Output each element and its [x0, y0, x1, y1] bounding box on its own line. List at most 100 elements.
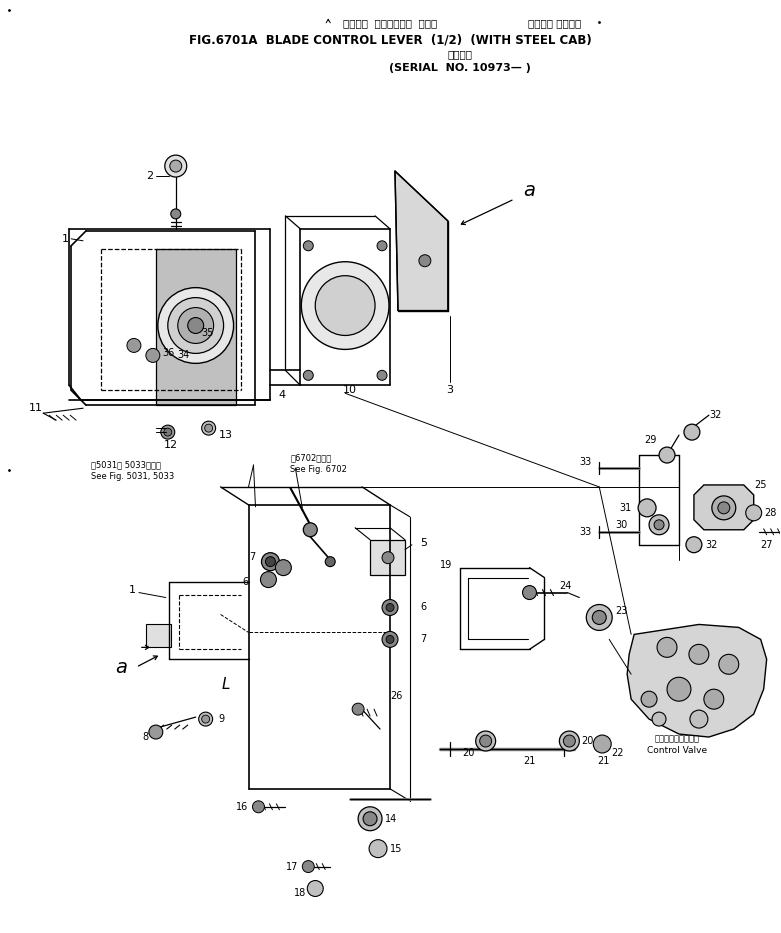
- Text: 35: 35: [201, 328, 214, 339]
- Circle shape: [164, 428, 172, 436]
- Text: a: a: [523, 182, 536, 201]
- Circle shape: [689, 645, 709, 664]
- Circle shape: [266, 557, 276, 566]
- Text: 9: 9: [219, 714, 225, 724]
- Circle shape: [352, 703, 364, 715]
- Circle shape: [302, 860, 314, 872]
- Circle shape: [168, 298, 223, 354]
- Circle shape: [659, 447, 675, 463]
- Text: FIG.6701A  BLADE CONTROL LEVER  (1/2)  (WITH STEEL CAB): FIG.6701A BLADE CONTROL LEVER (1/2) (WIT…: [189, 33, 591, 46]
- Text: 20: 20: [581, 736, 594, 746]
- Text: 6: 6: [242, 577, 248, 587]
- Text: ブレード  コントロール  レバー: ブレード コントロール レバー: [343, 19, 437, 29]
- Circle shape: [276, 560, 291, 576]
- Text: 27: 27: [761, 539, 773, 550]
- Text: 23: 23: [615, 606, 628, 617]
- Polygon shape: [156, 249, 236, 405]
- Text: 19: 19: [440, 560, 451, 570]
- Circle shape: [201, 421, 216, 435]
- Circle shape: [690, 710, 708, 728]
- Text: 25: 25: [754, 480, 767, 490]
- Circle shape: [169, 160, 182, 172]
- Text: 32: 32: [705, 539, 717, 550]
- Text: 8: 8: [143, 732, 149, 742]
- Circle shape: [480, 735, 491, 747]
- Text: 2: 2: [146, 171, 153, 181]
- Text: See Fig. 6702: See Fig. 6702: [291, 465, 348, 474]
- Polygon shape: [694, 485, 754, 530]
- Text: 28: 28: [765, 508, 777, 518]
- Circle shape: [316, 275, 375, 336]
- Circle shape: [522, 586, 537, 600]
- Text: 7: 7: [249, 551, 255, 562]
- Circle shape: [262, 552, 280, 571]
- Text: 第6702図参照: 第6702図参照: [291, 453, 332, 462]
- Circle shape: [307, 881, 323, 897]
- Circle shape: [684, 425, 700, 440]
- Circle shape: [377, 370, 387, 381]
- Polygon shape: [395, 171, 448, 311]
- Circle shape: [476, 731, 496, 751]
- Text: 1: 1: [62, 234, 70, 244]
- Text: a: a: [115, 658, 127, 676]
- Text: 第5031、 5033図参照: 第5031、 5033図参照: [91, 460, 161, 469]
- Circle shape: [587, 605, 612, 631]
- Circle shape: [201, 715, 209, 723]
- Text: 13: 13: [219, 430, 233, 440]
- Circle shape: [187, 317, 204, 333]
- Circle shape: [146, 348, 160, 362]
- Text: 18: 18: [294, 888, 306, 898]
- Circle shape: [686, 536, 702, 552]
- Text: 29: 29: [644, 435, 657, 445]
- Polygon shape: [146, 624, 171, 648]
- Text: 1: 1: [129, 585, 136, 594]
- Circle shape: [363, 812, 377, 826]
- Circle shape: [149, 725, 162, 739]
- Circle shape: [667, 677, 691, 702]
- Text: 16: 16: [237, 801, 248, 812]
- Text: 24: 24: [559, 580, 572, 591]
- Text: 適用号機: 適用号機: [448, 49, 473, 60]
- Text: 21: 21: [523, 756, 536, 766]
- Circle shape: [303, 522, 317, 536]
- Text: 14: 14: [385, 814, 398, 824]
- Text: Control Valve: Control Valve: [647, 746, 707, 756]
- Circle shape: [252, 801, 265, 813]
- Circle shape: [382, 551, 394, 564]
- Circle shape: [641, 691, 657, 707]
- Circle shape: [358, 807, 382, 830]
- Text: 5: 5: [420, 537, 427, 548]
- Circle shape: [719, 654, 739, 675]
- Circle shape: [652, 712, 666, 726]
- Circle shape: [161, 425, 175, 439]
- Text: 31: 31: [619, 503, 631, 513]
- Text: (SERIAL  NO. 10973— ): (SERIAL NO. 10973— ): [389, 63, 531, 74]
- Text: 17: 17: [286, 861, 298, 871]
- Circle shape: [301, 262, 389, 350]
- Circle shape: [325, 557, 335, 566]
- Text: 21: 21: [597, 756, 609, 766]
- Text: スチール キャブ付: スチール キャブ付: [528, 19, 581, 29]
- Text: 7: 7: [420, 634, 426, 645]
- Text: 10: 10: [343, 385, 357, 396]
- Text: 6: 6: [420, 603, 426, 612]
- Circle shape: [178, 308, 214, 343]
- Text: 12: 12: [164, 440, 178, 450]
- Circle shape: [377, 241, 387, 251]
- Text: コントロールバルブ: コントロールバルブ: [654, 734, 700, 744]
- Circle shape: [559, 731, 580, 751]
- Circle shape: [158, 287, 234, 363]
- Circle shape: [654, 520, 664, 530]
- Circle shape: [638, 499, 656, 517]
- Circle shape: [718, 502, 729, 514]
- Circle shape: [261, 572, 276, 588]
- Circle shape: [382, 632, 398, 648]
- Circle shape: [303, 241, 313, 251]
- Circle shape: [198, 712, 212, 726]
- Text: 3: 3: [446, 385, 453, 396]
- Circle shape: [382, 600, 398, 616]
- Circle shape: [386, 604, 394, 611]
- Circle shape: [746, 505, 761, 521]
- Text: 33: 33: [579, 457, 591, 467]
- Text: 32: 32: [709, 411, 721, 420]
